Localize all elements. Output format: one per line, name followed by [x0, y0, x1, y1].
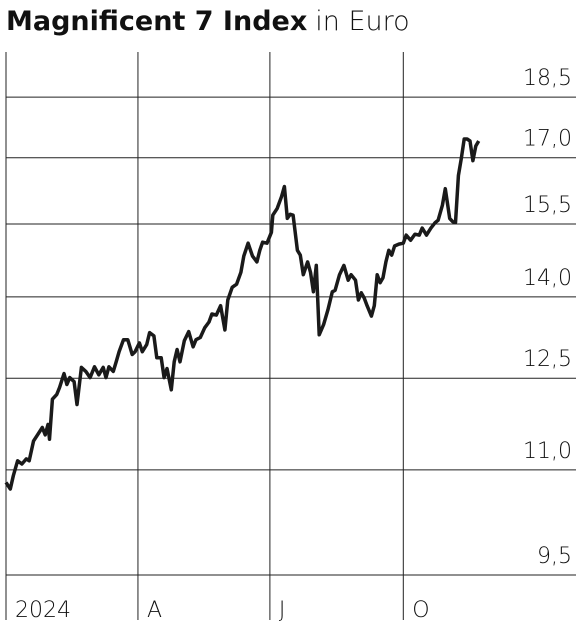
y-tick-label: 14,0 [523, 266, 572, 291]
y-tick-label: 17,0 [523, 127, 572, 152]
chart-title: Magnificent 7 Index [6, 6, 307, 37]
y-tick-label: 15,5 [523, 193, 572, 218]
y-tick-label: 12,5 [523, 347, 572, 372]
y-tick-label: 18,5 [523, 66, 572, 91]
y-tick-label: 9,5 [537, 544, 572, 569]
x-tick-label: J [279, 598, 286, 623]
price-line [4, 137, 481, 491]
x-tick-label: O [412, 598, 429, 623]
y-tick-label: 11,0 [523, 439, 572, 464]
x-tick-label: 2024 [15, 598, 71, 623]
chart-heading: Magnificent 7 Index in Euro [6, 6, 410, 37]
x-tick-label: A [147, 598, 162, 623]
chart-subtitle: in Euro [315, 6, 409, 37]
